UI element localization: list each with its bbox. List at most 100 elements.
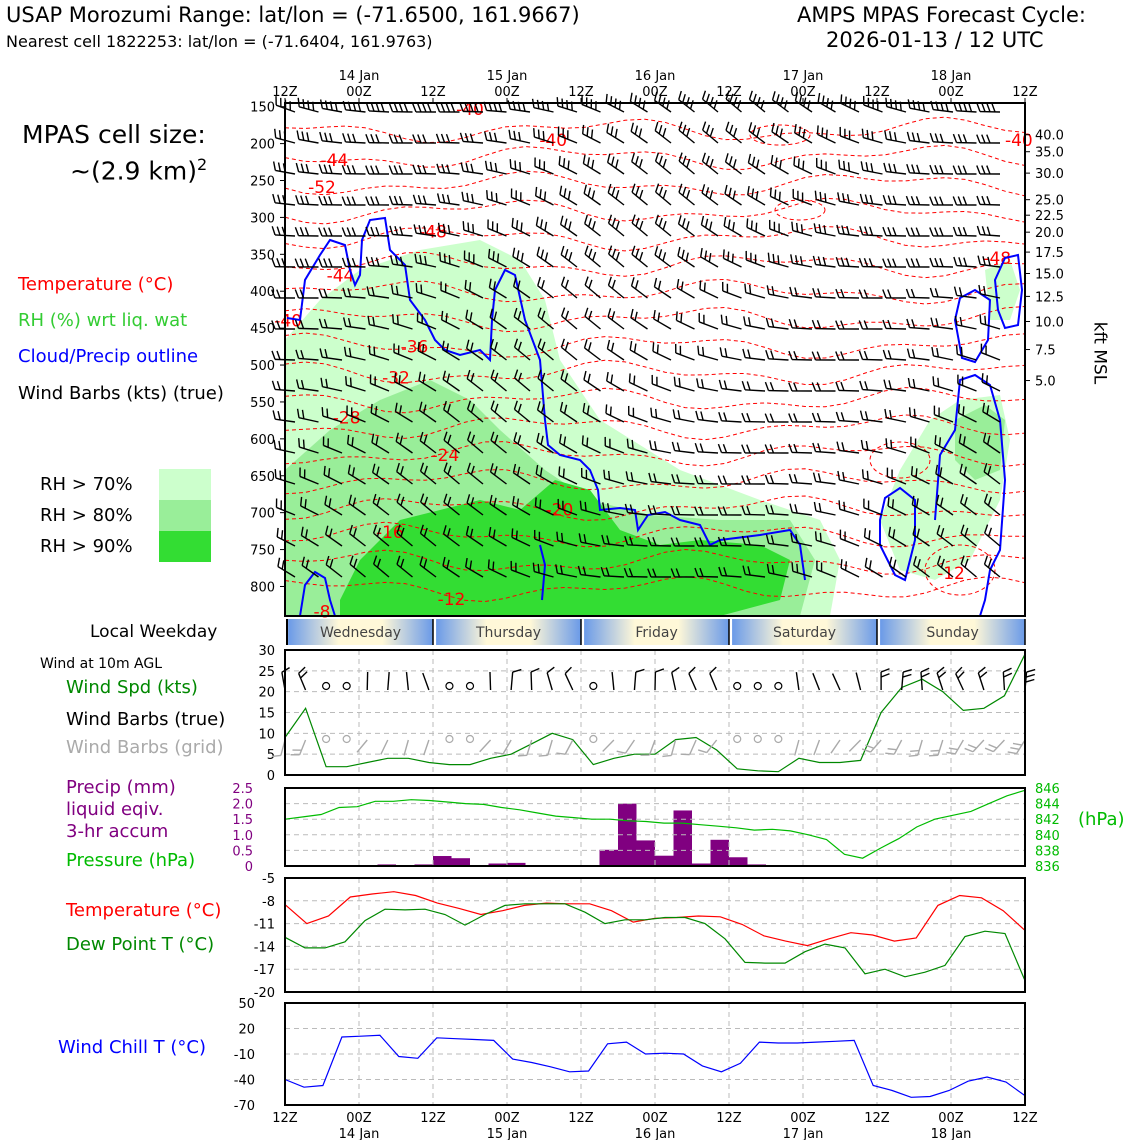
barb-feather bbox=[865, 440, 869, 451]
barb-feather bbox=[723, 412, 728, 422]
windchill-tick-label: -40 bbox=[234, 1074, 255, 1089]
barb-shaft bbox=[862, 388, 883, 392]
barb-feather bbox=[769, 381, 775, 391]
wind-barb bbox=[631, 183, 648, 206]
wind-barb bbox=[788, 473, 813, 485]
wind-barb bbox=[580, 467, 601, 485]
barb-feather bbox=[864, 411, 869, 421]
barb-feather bbox=[723, 216, 727, 227]
barb-feather bbox=[892, 227, 897, 237]
wind-barb bbox=[675, 311, 695, 330]
barb-feather bbox=[793, 156, 796, 166]
wind-barb bbox=[677, 246, 695, 268]
barb-shaft bbox=[933, 355, 954, 361]
barb-feather bbox=[446, 559, 450, 569]
wind-barb bbox=[955, 345, 977, 361]
barb-shaft bbox=[395, 440, 413, 454]
barb-shaft bbox=[277, 565, 296, 578]
barb-feather bbox=[393, 165, 399, 175]
wind-barb bbox=[790, 532, 813, 547]
barb-feather bbox=[655, 668, 665, 673]
wind-barb bbox=[318, 288, 343, 299]
barb-shaft bbox=[422, 672, 430, 691]
barb-feather bbox=[417, 164, 422, 174]
barb-feather bbox=[490, 338, 494, 348]
barb-feather bbox=[793, 350, 798, 360]
wind-barb bbox=[512, 247, 531, 268]
barb-shaft bbox=[564, 739, 574, 755]
kft-tick-label: 40.0 bbox=[1035, 129, 1064, 144]
barb-shaft bbox=[608, 222, 625, 237]
barb-feather bbox=[559, 185, 563, 195]
wind-barb bbox=[980, 343, 1001, 361]
barb-feather bbox=[913, 408, 916, 418]
barb-feather bbox=[958, 257, 963, 267]
wind-barb bbox=[513, 307, 531, 330]
wind-barb bbox=[741, 380, 766, 392]
wind-barb bbox=[538, 739, 553, 757]
weekday-cell bbox=[732, 619, 877, 645]
barb-feather bbox=[512, 277, 517, 287]
barb-shaft bbox=[983, 471, 1001, 485]
barb-feather bbox=[517, 435, 522, 445]
wind-barb bbox=[624, 535, 648, 547]
barb-feather bbox=[318, 227, 323, 237]
barb-feather bbox=[271, 380, 276, 390]
wind-barb bbox=[640, 739, 656, 756]
wind-barb bbox=[746, 218, 766, 237]
barb-feather bbox=[631, 245, 636, 255]
barb-feather bbox=[722, 536, 728, 546]
barb-feather bbox=[537, 307, 542, 317]
time-label-top: 12Z bbox=[272, 85, 298, 100]
barb-feather bbox=[443, 253, 446, 263]
barb-feather bbox=[985, 375, 989, 385]
barb-feather bbox=[323, 258, 328, 268]
barb-feather bbox=[328, 227, 333, 237]
wind-barb bbox=[861, 469, 883, 485]
barb-feather bbox=[807, 100, 811, 110]
barb-feather bbox=[662, 158, 667, 168]
barb-feather bbox=[893, 132, 897, 142]
barb-feather bbox=[908, 754, 918, 757]
barb-shaft bbox=[676, 319, 695, 330]
barb-feather bbox=[372, 524, 378, 534]
barb-shaft bbox=[887, 476, 907, 485]
barb-feather bbox=[300, 379, 305, 390]
barb-shaft bbox=[608, 284, 625, 299]
barb-feather bbox=[945, 102, 949, 112]
barb-shaft bbox=[862, 448, 883, 454]
barb-feather bbox=[466, 400, 472, 410]
barb-shaft bbox=[300, 505, 319, 516]
barb-feather bbox=[987, 558, 992, 568]
barb-feather bbox=[563, 436, 567, 446]
barb-feather bbox=[327, 468, 331, 478]
barb-feather bbox=[840, 320, 845, 330]
barb-feather bbox=[423, 559, 428, 569]
barb-feather bbox=[946, 751, 956, 755]
wind-barb bbox=[490, 431, 507, 454]
barb-feather bbox=[558, 466, 561, 476]
barb-feather bbox=[489, 463, 494, 473]
wind-barb bbox=[535, 216, 554, 237]
wind-barb bbox=[405, 672, 410, 691]
wind-barb bbox=[322, 436, 343, 454]
wind-barb bbox=[748, 90, 766, 113]
wind-barb bbox=[296, 408, 319, 423]
wind-barb bbox=[459, 132, 484, 144]
barb-feather bbox=[602, 502, 606, 512]
wind-barb bbox=[652, 342, 672, 361]
wind-barb bbox=[835, 256, 860, 268]
barb-feather bbox=[825, 129, 828, 139]
barb-shaft bbox=[514, 377, 531, 392]
wind-barb bbox=[700, 215, 719, 237]
barb-feather bbox=[559, 401, 564, 411]
weekday-cell bbox=[584, 619, 729, 645]
wind-barb bbox=[952, 226, 977, 237]
time-label-top: 12Z bbox=[568, 85, 594, 100]
barb-feather bbox=[375, 102, 380, 112]
barb-shaft bbox=[580, 573, 601, 578]
barb-shaft bbox=[910, 445, 930, 454]
barb-shaft bbox=[560, 410, 578, 423]
wind-barb bbox=[342, 287, 366, 299]
barb-shaft bbox=[655, 160, 672, 175]
